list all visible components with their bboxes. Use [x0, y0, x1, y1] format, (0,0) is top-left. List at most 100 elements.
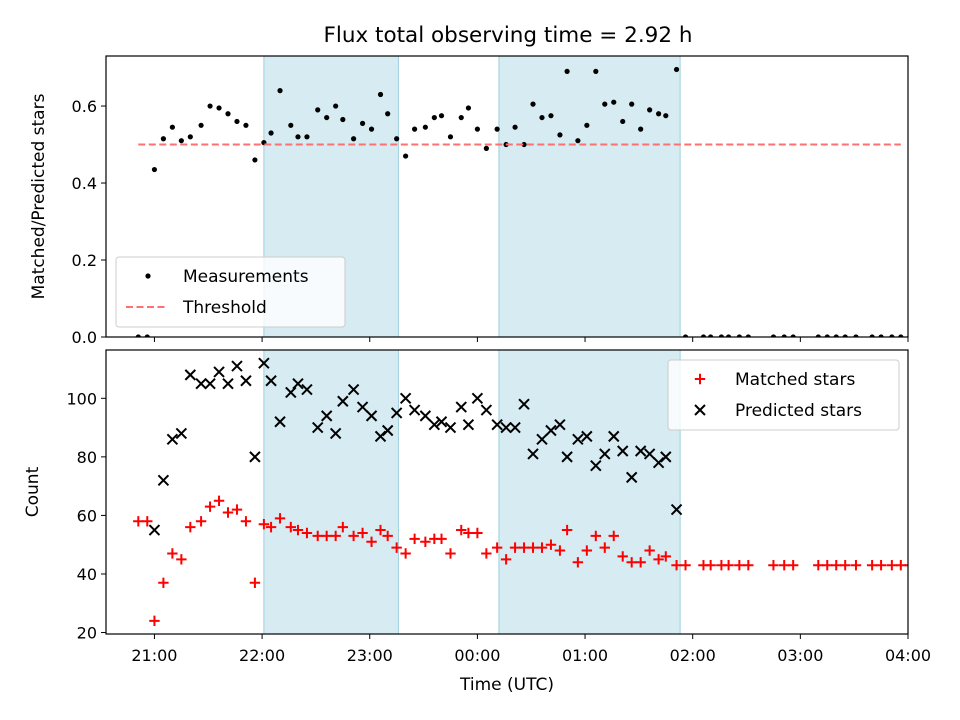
measurements-point: [494, 126, 500, 132]
x-tick-label: 21:00: [131, 646, 177, 665]
predicted-stars-point: [428, 418, 441, 431]
matched-stars-point: [391, 542, 402, 553]
matched-stars-point: [463, 527, 474, 539]
matched-stars-point: [366, 536, 377, 547]
measurements-point: [151, 166, 158, 173]
measurements-point: [725, 334, 732, 337]
predicted-stars-point: [455, 401, 467, 413]
measurements-point: [178, 138, 184, 144]
matched-stars-point: [142, 516, 153, 527]
predicted-stars-point: [500, 421, 512, 434]
measurements-point: [465, 105, 472, 111]
legend-box: [115, 256, 346, 328]
predicted-stars-point: [419, 410, 432, 422]
measurements-point: [333, 103, 339, 109]
matched-stars-point: [840, 559, 851, 571]
matched-stars-point: [167, 548, 178, 559]
matched-stars-point: [779, 559, 790, 571]
shaded-interval: [498, 349, 681, 635]
predicted-stars-point: [292, 377, 304, 390]
measurements-point: [394, 136, 400, 142]
matched-stars-point: [500, 554, 512, 565]
x-tick-label: 02:00: [670, 646, 716, 665]
measurements-point: [842, 334, 848, 337]
matched-stars-point: [375, 524, 386, 536]
matched-stars-point: [285, 521, 297, 533]
top-panel: 0.0 0.2 0.4 0.6 Matched/Predicted stars Measu…: [29, 55, 909, 347]
predicted-stars-point: [554, 418, 566, 431]
measurements-point: [403, 153, 409, 159]
predicted-stars-point: [337, 395, 349, 407]
measurements-point: [438, 113, 445, 119]
shaded-interval: [498, 55, 681, 338]
measurements-point: [708, 334, 714, 337]
measurements-point: [824, 334, 830, 337]
legend-label: Matched stars: [735, 370, 855, 390]
measurements-point: [781, 334, 787, 337]
measurements-point: [663, 113, 669, 119]
predicted-stars-point: [462, 418, 475, 431]
legend-measurements-swatch: [145, 273, 151, 279]
measurements-point: [575, 138, 581, 144]
measurements-point: [611, 99, 617, 105]
predicted-stars-point: [175, 427, 188, 440]
predicted-stars-point: [222, 377, 234, 390]
measurements-point: [602, 101, 608, 107]
measurements-point: [521, 141, 527, 148]
predicted-stars-point: [381, 424, 394, 437]
matched-stars-point: [445, 548, 456, 559]
matched-stars-point: [617, 551, 628, 562]
predicted-stars-point: [301, 383, 313, 396]
legend-box: [667, 359, 900, 431]
measurements-point: [584, 122, 590, 128]
matched-stars-point: [527, 542, 539, 553]
predicted-stars-point: [480, 404, 493, 416]
matched-stars-point: [321, 530, 332, 542]
predicted-stars-point: [329, 427, 342, 440]
predicted-stars-point: [347, 383, 360, 396]
matched-stars-point: [249, 577, 261, 588]
legend-label: Threshold: [182, 298, 267, 318]
matched-stars-point: [420, 536, 431, 547]
measurements-point: [790, 334, 796, 337]
predicted-stars-point: [536, 433, 548, 446]
measurements-point: [878, 334, 884, 337]
matched-stars-point: [312, 530, 323, 542]
measurements-point: [368, 126, 375, 132]
matched-stars-point: [213, 495, 225, 506]
matched-stars-point: [240, 516, 252, 527]
predicted-stars-point: [166, 433, 179, 446]
bottom-panel: 20 40 60 80 100 21:00 22:00 23:00 00:00 01:00 02:0…: [23, 349, 931, 695]
matched-stars-point: [660, 551, 671, 562]
measurements-point: [815, 334, 821, 337]
predicted-stars-point: [249, 451, 261, 463]
matched-stars-point: [644, 545, 655, 556]
measurements-point: [160, 136, 167, 142]
measurements-point: [340, 116, 346, 123]
measurements-point: [268, 130, 274, 136]
matched-stars-point: [357, 527, 368, 539]
measurements-point: [656, 111, 662, 117]
measurements-point: [833, 334, 839, 337]
predicted-stars-point: [320, 410, 333, 422]
measurements-point: [144, 334, 150, 337]
matched-stars-point: [195, 516, 207, 527]
measurements-point: [682, 334, 689, 337]
x-tick-label: 23:00: [347, 646, 393, 665]
legend-predicted-stars-swatch: [694, 404, 706, 416]
predicted-stars-point: [213, 366, 225, 378]
matched-stars-point: [222, 507, 234, 518]
legend-matched-stars-swatch: [694, 373, 706, 385]
predicted-stars-point: [581, 430, 593, 443]
matched-stars-point: [705, 559, 716, 571]
matched-stars-point: [436, 533, 447, 545]
measurements-point: [853, 334, 859, 337]
measurements-point: [225, 111, 231, 117]
measurements-point: [422, 124, 428, 130]
predicted-stars-point: [435, 416, 448, 428]
matched-stars-point: [608, 530, 619, 542]
measurements-point: [770, 334, 777, 337]
shaded-interval: [263, 349, 399, 635]
legend-label: Predicted stars: [735, 401, 862, 421]
